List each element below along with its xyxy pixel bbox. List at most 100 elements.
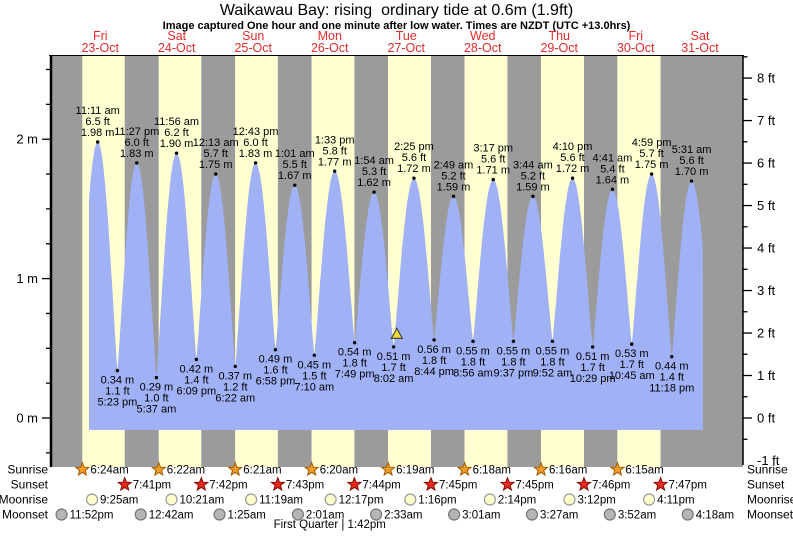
right-axis-label: -1 ft <box>757 453 780 468</box>
moonrise-time: 1:16pm <box>418 495 456 507</box>
high-tide-label: 1.67 m <box>278 170 312 182</box>
low-tide-label: 0.54 m <box>338 347 372 359</box>
moonset-time: 2:33am <box>384 510 422 522</box>
high-tide-label: 3:17 pm <box>473 143 513 155</box>
low-tide-dot <box>312 353 317 357</box>
left-axis-label: 1 m <box>16 271 38 286</box>
right-axis-label: 7 ft <box>757 113 775 128</box>
moonset-icon <box>681 508 694 521</box>
moonrise-time: 3:12pm <box>577 495 615 507</box>
high-tide-label: 5.5 ft <box>283 159 307 171</box>
high-tide-label: 5.4 ft <box>600 163 624 175</box>
sunrise-time: 6:18am <box>473 465 511 477</box>
high-tide-dot <box>649 172 654 176</box>
high-tide-label: 1.71 m <box>476 165 510 177</box>
moonrise-icon <box>165 493 178 506</box>
high-tide-label: 1.83 m <box>239 148 273 160</box>
low-tide-label: 0.49 m <box>259 354 293 366</box>
moonset-icon <box>291 508 305 521</box>
high-tide-label: 6.0 ft <box>125 137 149 149</box>
left-axis-label: 2 m <box>16 132 38 147</box>
astro-row-label-left: Sunrise <box>7 463 48 477</box>
high-tide-label: 6.2 ft <box>164 127 188 139</box>
high-tide-label: 1.83 m <box>120 148 154 160</box>
high-tide-dot <box>332 169 337 173</box>
low-tide-label: 1.8 ft <box>342 358 366 370</box>
day-label-date: 28-Oct <box>464 41 502 55</box>
day-label-date: 30-Oct <box>617 41 655 55</box>
high-tide-label: 5.2 ft <box>521 170 545 182</box>
low-tide-label: 7:49 pm <box>335 369 375 381</box>
sunset-icon <box>346 476 363 492</box>
sunrise-time: 6:20am <box>320 465 358 477</box>
low-tide-label: 0.45 m <box>298 359 332 371</box>
day-label-date: 27-Oct <box>387 41 425 55</box>
low-tide-label: 1.7 ft <box>580 362 604 374</box>
right-axis-label: 4 ft <box>757 241 775 256</box>
right-axis-label: 3 ft <box>757 283 775 298</box>
low-tide-label: 1.8 ft <box>422 355 446 367</box>
sunset-time: 7:43pm <box>286 480 324 492</box>
low-tide-label: 10:29 pm <box>570 373 616 385</box>
sunset-time: 7:46pm <box>592 480 630 492</box>
low-tide-label: 1.7 ft <box>620 359 644 371</box>
low-tide-dot <box>233 364 237 369</box>
high-tide-label: 11:11 am <box>76 105 120 117</box>
high-tide-label: 5.8 ft <box>322 145 346 157</box>
moonset-icon <box>134 508 147 521</box>
astro-row-label-left: Moonrise <box>0 493 48 507</box>
low-tide-label: 1.8 ft <box>461 356 485 368</box>
sunrise-icon <box>533 461 549 477</box>
low-tide-label: 9:37 pm <box>494 367 534 379</box>
moonset-time: 3:52am <box>618 510 656 522</box>
high-tide-dot <box>372 190 376 194</box>
low-tide-label: 1.5 ft <box>302 370 326 382</box>
high-tide-label: 5.7 ft <box>639 148 663 160</box>
moon-phase-note: First Quarter | 1:42pm <box>274 519 386 531</box>
low-tide-dot <box>154 375 159 380</box>
high-tide-dot <box>610 187 615 192</box>
night-band <box>50 55 83 467</box>
high-tide-dot <box>95 140 100 144</box>
high-tide-label: 5.7 ft <box>203 148 227 160</box>
astro-row-label-left: Moonset <box>2 508 49 522</box>
low-tide-label: 1.0 ft <box>144 393 168 405</box>
moonset-time: 4:18am <box>696 510 734 522</box>
sunrise-icon <box>227 461 244 477</box>
day-label-dow: Sun <box>242 29 264 43</box>
sunrise-time: 6:21am <box>243 465 281 477</box>
low-tide-dot <box>670 354 674 359</box>
moonset-time: 3:01am <box>462 510 500 522</box>
moonrise-time: 10:21am <box>179 495 224 507</box>
moonset-icon <box>448 508 461 521</box>
low-tide-label: 9:52 am <box>533 367 573 379</box>
moonset-icon <box>603 508 616 521</box>
high-tide-label: 1:54 am <box>354 155 394 167</box>
day-label-date: 31-Oct <box>681 41 719 55</box>
low-tide-label: 0.29 m <box>140 382 174 394</box>
low-tide-label: 6:09 pm <box>176 385 216 397</box>
high-tide-label: 1.77 m <box>318 156 352 168</box>
right-axis-label: 2 ft <box>757 326 775 341</box>
low-tide-label: 1.4 ft <box>660 372 684 384</box>
day-label-dow: Tue <box>396 29 417 43</box>
high-tide-dot <box>531 194 535 199</box>
low-tide-label: 0.56 m <box>417 344 451 356</box>
high-tide-label: 1.72 m <box>397 163 431 175</box>
day-label-dow: Sat <box>167 29 186 43</box>
high-tide-label: 1.70 m <box>675 166 709 178</box>
moonrise-time: 2:14pm <box>498 495 536 507</box>
low-tide-dot <box>391 345 396 349</box>
sunrise-icon <box>380 461 396 477</box>
sunset-time: 7:45pm <box>515 480 553 492</box>
moonset-time: 3:27am <box>540 510 578 522</box>
low-tide-dot <box>194 357 199 362</box>
high-tide-label: 1.59 m <box>437 181 471 193</box>
sunset-icon <box>576 476 592 492</box>
low-tide-label: 0.37 m <box>218 370 252 382</box>
high-tide-label: 1.72 m <box>556 163 590 175</box>
sunrise-icon <box>74 461 91 477</box>
sunset-time: 7:47pm <box>669 480 707 492</box>
sunset-icon <box>499 476 516 492</box>
